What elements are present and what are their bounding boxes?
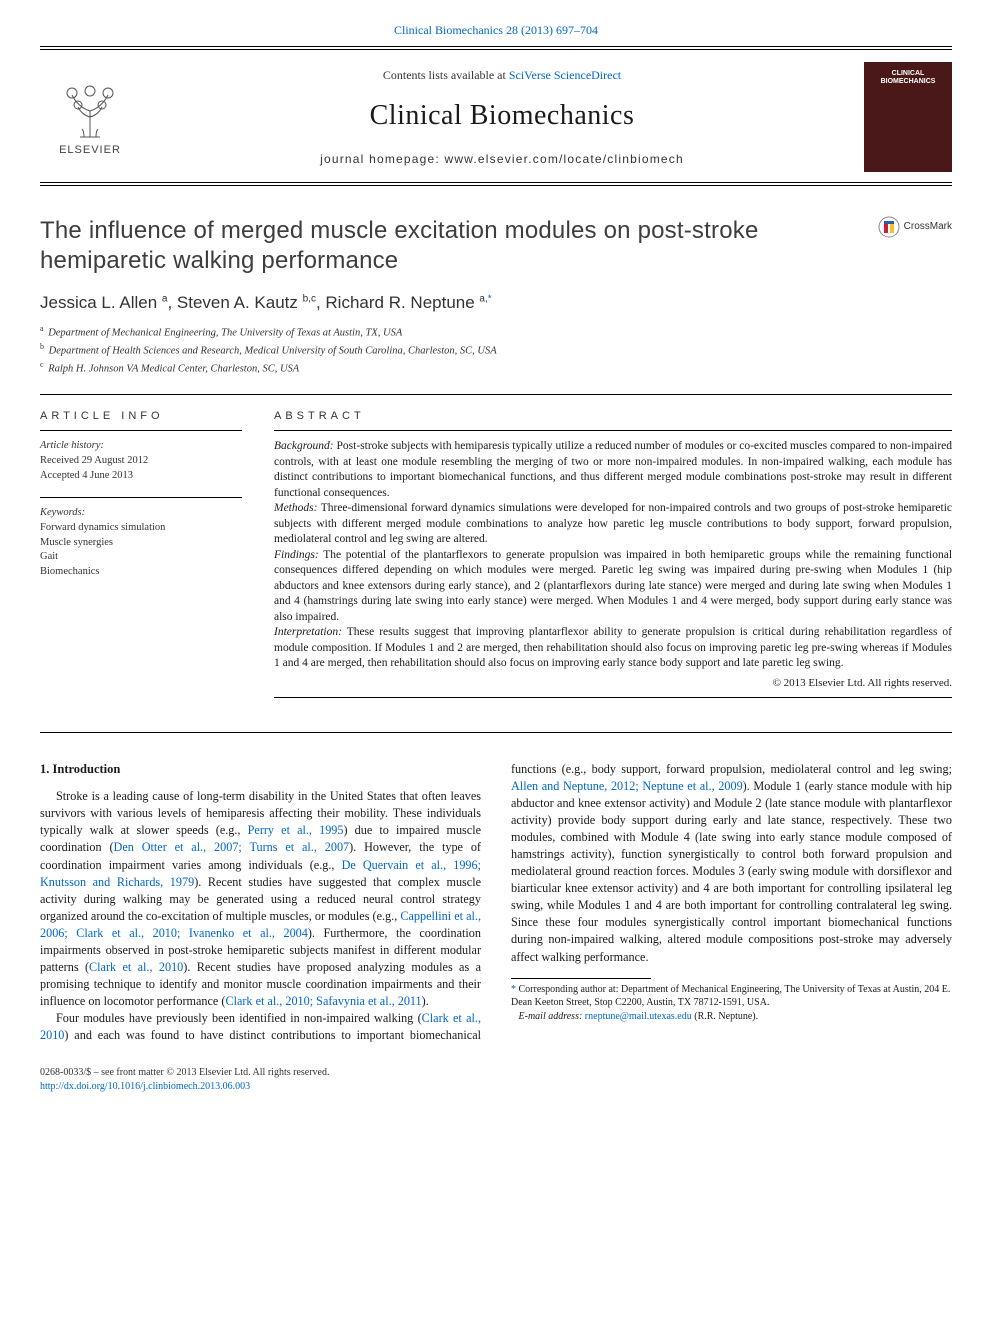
history-accepted: Accepted 4 June 2013 — [40, 469, 242, 484]
history-received: Received 29 August 2012 — [40, 454, 242, 469]
info-abstract-row: ARTICLE INFO Article history: Received 2… — [0, 395, 992, 705]
abstract-rule — [274, 430, 952, 431]
keywords-label: Keywords: — [40, 506, 242, 521]
t: Four modules have previously been identi… — [56, 1011, 422, 1025]
citation-link[interactable]: Clark et al., 2010 — [89, 960, 183, 974]
homepage-prefix: journal homepage: — [320, 152, 444, 166]
abs-background-label: Background: — [274, 440, 334, 452]
affiliation: c Ralph H. Johnson VA Medical Center, Ch… — [40, 359, 952, 377]
issn-copyright: 0268-0033/$ – see front matter © 2013 El… — [40, 1066, 329, 1080]
author-list: Jessica L. Allen a, Steven A. Kautz b,c,… — [0, 282, 992, 321]
paper-title: The influence of merged muscle excitatio… — [40, 216, 820, 276]
page-footer: 0268-0033/$ – see front matter © 2013 El… — [0, 1044, 992, 1119]
intro-para-1: Stroke is a leading cause of long-term d… — [40, 788, 481, 1010]
abs-background: Post-stroke subjects with hemiparesis ty… — [274, 440, 952, 499]
abstract-text: Background: Post-stroke subjects with he… — [274, 439, 952, 672]
abstract-copyright: © 2013 Elsevier Ltd. All rights reserved… — [274, 676, 952, 691]
running-head: Clinical Biomechanics 28 (2013) 697–704 — [0, 0, 992, 46]
affiliation: b Department of Health Sciences and Rese… — [40, 341, 952, 359]
corresponding-footnote: * Corresponding author at: Department of… — [511, 983, 952, 1024]
affiliation: a Department of Mechanical Engineering, … — [40, 323, 952, 341]
running-head-journal: Clinical Biomechanics — [394, 23, 503, 37]
title-block: The influence of merged muscle excitatio… — [0, 186, 992, 282]
star-icon: * — [511, 984, 516, 995]
abs-interpretation-label: Interpretation: — [274, 626, 342, 638]
running-head-link[interactable]: Clinical Biomechanics 28 (2013) 697–704 — [394, 23, 598, 37]
corresponding-email-link[interactable]: rneptune@mail.utexas.edu — [585, 1011, 692, 1022]
publisher-logo-block: ELSEVIER — [40, 77, 140, 158]
masthead-center: Contents lists available at SciVerse Sci… — [140, 67, 864, 167]
article-history: Article history: Received 29 August 2012… — [40, 439, 242, 483]
keywords-block: Keywords: Forward dynamics simulation Mu… — [40, 506, 242, 579]
keyword: Forward dynamics simulation — [40, 521, 242, 536]
abstract-column: ABSTRACT Background: Post-stroke subject… — [274, 409, 952, 705]
running-head-citation: 28 (2013) 697–704 — [506, 23, 598, 37]
t: ). — [422, 994, 429, 1008]
contents-prefix: Contents lists available at — [383, 68, 509, 82]
keywords-rule — [40, 497, 242, 498]
crossmark-icon — [878, 216, 900, 238]
contents-available-line: Contents lists available at SciVerse Sci… — [140, 67, 864, 83]
abs-methods: Three-dimensional forward dynamics simul… — [274, 502, 952, 545]
crossmark-label: CrossMark — [904, 220, 952, 234]
abs-findings: The potential of the plantarflexors to g… — [274, 549, 952, 623]
cover-label-line2: BIOMECHANICS — [881, 78, 936, 86]
abs-methods-label: Methods: — [274, 502, 317, 514]
doi-link[interactable]: http://dx.doi.org/10.1016/j.clinbiomech.… — [40, 1081, 250, 1092]
citation-link[interactable]: Den Otter et al., 2007; Turns et al., 20… — [114, 840, 350, 854]
keyword: Biomechanics — [40, 565, 242, 580]
keyword: Gait — [40, 550, 242, 565]
corresponding-text: Corresponding author at: Department of M… — [511, 984, 950, 1009]
history-label: Article history: — [40, 439, 242, 454]
journal-cover-thumb: CLINICAL BIOMECHANICS — [864, 62, 952, 172]
section-heading-intro: 1. Introduction — [40, 761, 481, 779]
masthead: ELSEVIER Contents lists available at Sci… — [0, 50, 992, 182]
footer-left: 0268-0033/$ – see front matter © 2013 El… — [40, 1066, 329, 1093]
article-info-rule — [40, 430, 242, 431]
abstract-bottom-rule — [274, 697, 952, 698]
crossmark-widget[interactable]: CrossMark — [878, 216, 952, 238]
abs-interpretation: These results suggest that improving pla… — [274, 626, 952, 669]
citation-link[interactable]: Perry et al., 1995 — [248, 823, 344, 837]
affiliations: a Department of Mechanical Engineering, … — [0, 321, 992, 388]
abstract-heading: ABSTRACT — [274, 409, 952, 424]
citation-link[interactable]: Clark et al., 2010; Safavynia et al., 20… — [225, 994, 421, 1008]
homepage-url: www.elsevier.com/locate/clinbiomech — [444, 152, 683, 166]
article-info-column: ARTICLE INFO Article history: Received 2… — [40, 409, 242, 705]
journal-title: Clinical Biomechanics — [140, 97, 864, 135]
sciencedirect-link[interactable]: SciVerse ScienceDirect — [509, 68, 621, 82]
email-attribution: (R.R. Neptune). — [694, 1011, 758, 1022]
citation-link[interactable]: Allen and Neptune, 2012; Neptune et al.,… — [511, 779, 743, 793]
cover-label-line1: CLINICAL — [892, 70, 925, 78]
body-text: 1. Introduction Stroke is a leading caus… — [0, 733, 992, 1045]
publisher-wordmark: ELSEVIER — [59, 143, 121, 158]
email-label: E-mail address: — [519, 1011, 583, 1022]
elsevier-tree-icon — [58, 77, 122, 141]
journal-homepage-line: journal homepage: www.elsevier.com/locat… — [140, 151, 864, 167]
keyword: Muscle synergies — [40, 536, 242, 551]
t: ). Module 1 (early stance module with hi… — [511, 779, 952, 964]
footnote-rule — [511, 978, 651, 979]
article-info-heading: ARTICLE INFO — [40, 409, 242, 424]
abs-findings-label: Findings: — [274, 549, 319, 561]
